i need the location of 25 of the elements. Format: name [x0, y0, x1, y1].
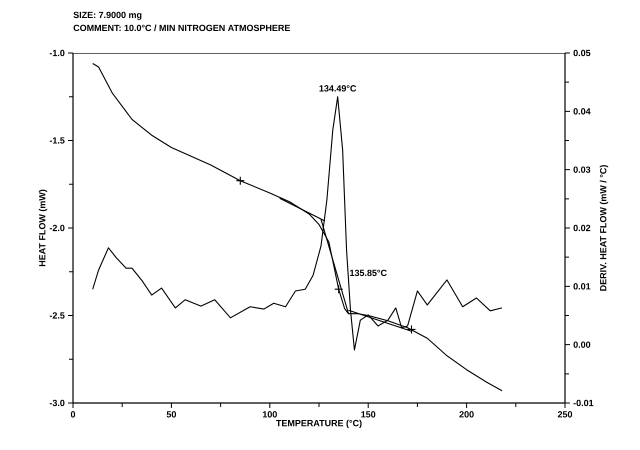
x-tick-label: 0 — [70, 411, 76, 418]
x-tick-label: 100 — [262, 411, 277, 418]
y2-tick-label: 0.01 — [574, 283, 590, 290]
y-tick-label: -2.5 — [50, 312, 65, 319]
x-tick-label: 200 — [459, 411, 474, 418]
x-tick-label: 150 — [361, 411, 376, 418]
y2-tick-label: 0.04 — [574, 108, 591, 114]
y2-tick-label: 0.03 — [574, 166, 590, 173]
y-tick-label: -1.5 — [50, 137, 65, 144]
y2-axis-title: DERIV. HEAT FLOW (mW / °C) — [600, 165, 608, 291]
y2-tick-label: 0.05 — [574, 50, 590, 56]
y2-tick-label: -0.01 — [574, 400, 594, 406]
y-tick-label: -3.0 — [50, 400, 64, 406]
y2-tick-label: 0.00 — [574, 341, 590, 348]
y-axis-title: HEAT FLOW (mW) — [38, 190, 48, 266]
chart-subtitle: COMMENT: 10.0°C / MIN NITROGEN ATMOSPHERE — [74, 24, 290, 32]
chart-title: SIZE: 7.9000 mg — [73, 12, 142, 20]
annotation: 134.49°C — [320, 85, 356, 92]
x-tick-label: 250 — [558, 411, 572, 418]
x-tick-label: 50 — [166, 411, 176, 418]
x-axis-title: TEMPERATURE (°C) — [276, 420, 362, 428]
annotation: 135.85°C — [350, 270, 387, 276]
y-tick-label: -2.0 — [50, 224, 64, 232]
y-tick-label: -1.0 — [50, 50, 64, 56]
y2-tick-label: 0.02 — [574, 224, 590, 232]
